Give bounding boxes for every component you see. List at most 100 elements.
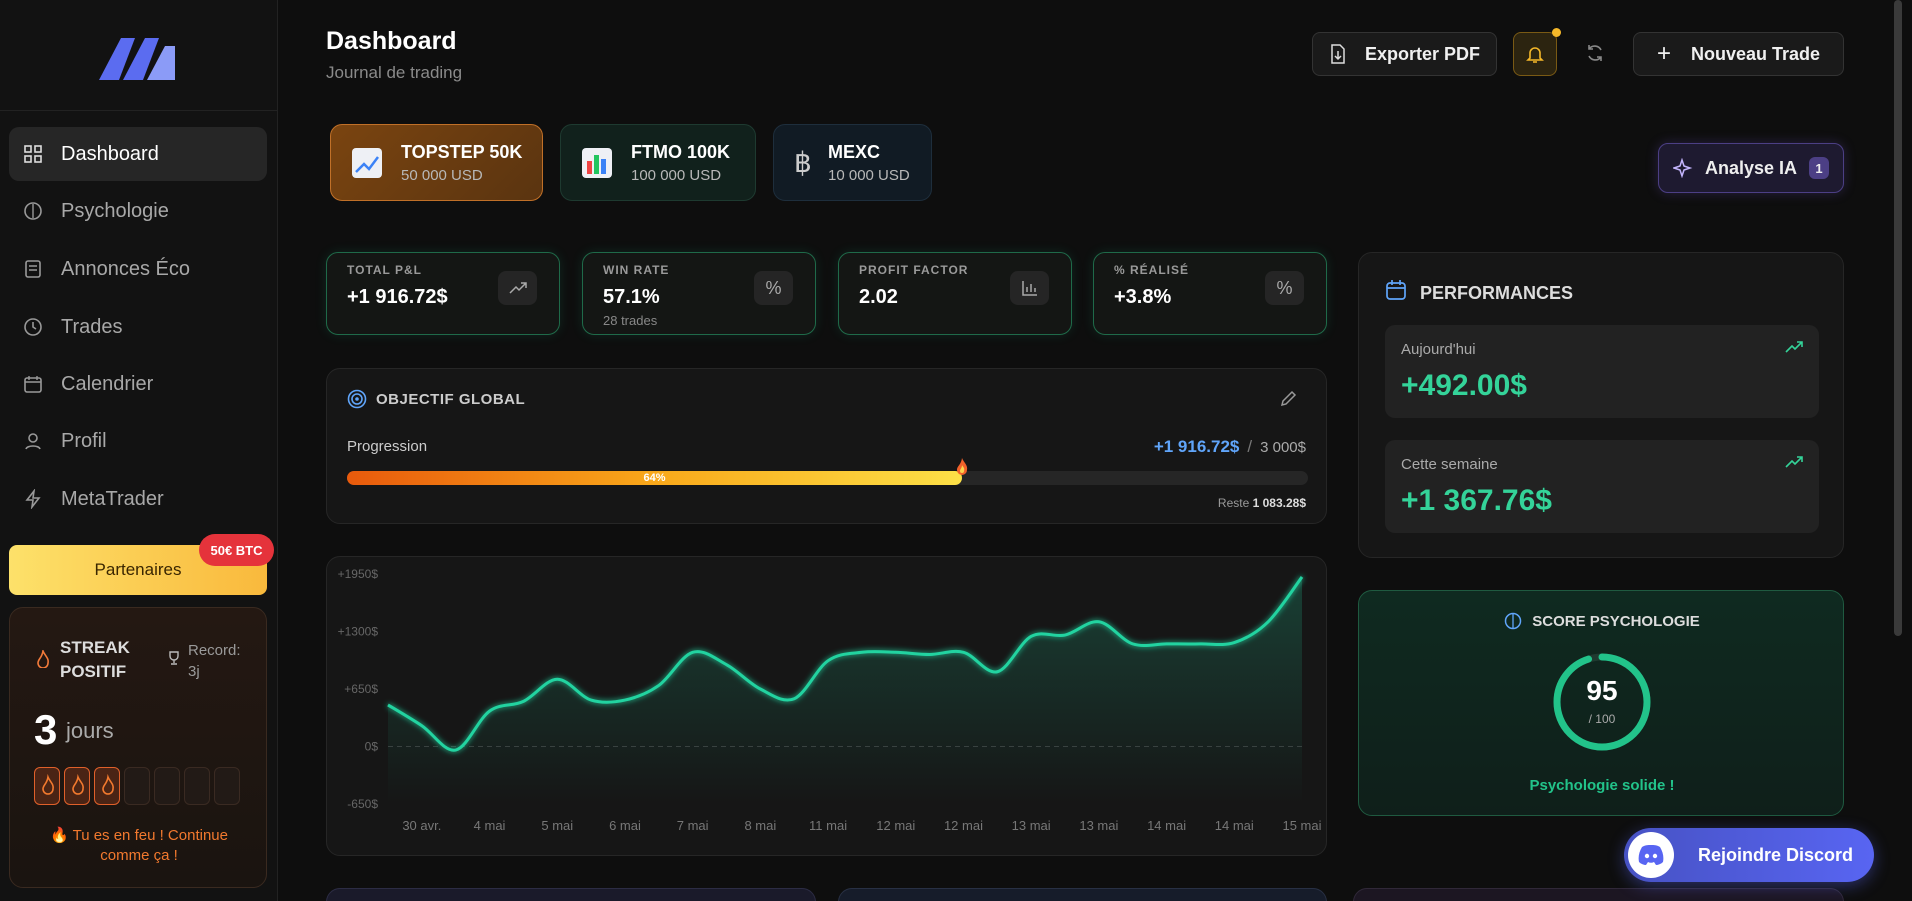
nav-item[interactable]: MetaTrader <box>9 472 267 526</box>
nav-label: MetaTrader <box>61 487 164 510</box>
streak-message: 🔥 Tu es en feu ! Continue comme ça ! <box>10 826 268 866</box>
kpi-value: 2.02 <box>859 286 898 308</box>
logo <box>99 38 175 80</box>
text: STREAK <box>60 638 130 657</box>
nav-item[interactable]: Annonces Éco <box>9 242 267 296</box>
kpi-card: WIN RATE 57.1% 28 trades% <box>582 252 816 335</box>
nav-item[interactable]: Dashboard <box>9 127 267 181</box>
equity-chart: +1950$ +1300$ +650$ 0$ -650$ 30 avr. 4 mai 5 ma… <box>338 567 1322 833</box>
partners-label: Partenaires <box>94 560 182 579</box>
icon <box>25 433 41 450</box>
streak-slot <box>34 767 60 805</box>
nav-label: Annonces Éco <box>61 257 190 280</box>
account-icon: ฿ <box>794 147 812 178</box>
y-tick-label: +1300$ <box>338 625 379 639</box>
account-text: FTMO 100K 100 000 USD <box>631 142 730 184</box>
account-name: MEXC <box>828 141 881 162</box>
export-button[interactable]: Exporter PDF <box>1312 32 1497 76</box>
nav-label: Calendrier <box>61 372 154 395</box>
badge-label: 50€ BTC <box>210 542 263 558</box>
notification-button[interactable] <box>1513 32 1557 76</box>
text: Record: <box>188 642 241 659</box>
plus-icon: + <box>1656 40 1671 67</box>
x-tick-label: 13 mai <box>1079 818 1118 833</box>
calendar-icon <box>1386 280 1406 300</box>
kpi-sub: 28 trades <box>603 313 658 328</box>
kpi-value: +3.8% <box>1114 286 1172 308</box>
nav-item[interactable]: Calendrier <box>9 357 267 411</box>
text: 🔥 Tu es en feu ! Continue <box>50 827 228 844</box>
remaining-label: Reste <box>1217 496 1250 510</box>
account-card[interactable]: ฿ MEXC 10 000 USD <box>773 124 932 201</box>
card <box>326 888 816 901</box>
score-ring <box>1553 653 1651 751</box>
kpi-value: 57.1% <box>603 286 660 308</box>
kpi-label: TOTAL P&L <box>347 263 422 277</box>
icon <box>24 202 42 220</box>
kpi-label: WIN RATE <box>603 263 670 277</box>
x-tick-label: 8 mai <box>744 818 776 833</box>
button-label: Nouveau Trade <box>1690 43 1821 64</box>
nav-item[interactable]: Profil <box>9 414 267 468</box>
account-card[interactable]: FTMO 100K 100 000 USD <box>560 124 756 201</box>
trend-icon <box>1785 341 1803 353</box>
x-tick-label: 12 mai <box>944 818 983 833</box>
separator: / <box>1247 437 1253 456</box>
discord-button[interactable]: Rejoindre Discord <box>1624 828 1874 882</box>
discord-label: Rejoindre Discord <box>1698 844 1854 865</box>
trend-icon <box>1785 456 1803 468</box>
flame-icon <box>102 773 114 795</box>
current: +1 916.72$ <box>1153 437 1240 456</box>
perf-label: Cette semaine <box>1401 456 1498 473</box>
kpi-label: % RÉALISÉ <box>1114 263 1190 277</box>
y-tick-label: 0$ <box>365 740 379 754</box>
nav-label: Psychologie <box>61 199 169 222</box>
edit-button[interactable] <box>1279 388 1299 408</box>
icon <box>24 376 42 393</box>
flame-icon <box>42 773 54 795</box>
streak-card: STREAK POSITIF Record: 3j 3 jours 🔥 Tu es … <box>9 607 267 888</box>
account-card[interactable]: TOPSTEP 50K 50 000 USD <box>330 124 543 201</box>
icon <box>1331 44 1345 64</box>
streak-count: 3 <box>34 706 58 753</box>
refresh-button[interactable] <box>1585 43 1605 63</box>
icon <box>1638 845 1664 865</box>
nav-item[interactable]: Psychologie <box>9 184 267 238</box>
perf-box: Cette semaine +1 367.76$ <box>1385 440 1819 533</box>
account-icon <box>352 147 382 178</box>
psychology-message: Psychologie solide ! <box>1529 777 1675 794</box>
scrollbar <box>1894 0 1902 636</box>
perf-value: +1 367.76$ <box>1401 484 1552 517</box>
icon <box>1021 281 1037 296</box>
button-label: Exporter PDF <box>1364 43 1481 64</box>
perf-value: +492.00$ <box>1401 369 1527 402</box>
kpi-value: +1 916.72$ <box>347 286 448 308</box>
x-tick-label: 15 mai <box>1282 818 1321 833</box>
card <box>1353 888 1844 901</box>
streak-title: STREAK POSITIF <box>60 636 130 684</box>
perf-label: Aujourd'hui <box>1401 341 1476 358</box>
line-area <box>388 576 1302 804</box>
kpi-card: TOTAL P&L +1 916.72$ <box>326 252 560 335</box>
x-tick-label: 12 mai <box>876 818 915 833</box>
performances-card: PERFORMANCES Aujourd'hui +492.00$ Cette … <box>1358 252 1844 558</box>
new-trade-button[interactable]: + Nouveau Trade <box>1633 32 1844 76</box>
kpi-card: % RÉALISÉ +3.8%% <box>1093 252 1327 335</box>
target: 3 000$ <box>1260 439 1306 456</box>
text: 3j <box>188 663 200 680</box>
x-tick-label: 7 mai <box>677 818 709 833</box>
icon <box>25 489 41 509</box>
x-tick-label: 11 mai <box>809 818 847 833</box>
progress-fill: 64% <box>347 458 968 485</box>
icon <box>24 145 42 163</box>
text: POSITIF <box>60 662 127 681</box>
psychology-header: SCORE PSYCHOLOGIE <box>1359 612 1845 630</box>
analyse-button[interactable]: Analyse IA 1 <box>1658 143 1844 193</box>
page-subtitle: Journal de trading <box>326 63 463 82</box>
account-text: TOPSTEP 50K 50 000 USD <box>401 142 522 184</box>
streak-unit: jours <box>66 718 114 743</box>
progress-label: Progression <box>347 438 428 455</box>
nav-item[interactable]: Trades <box>9 300 267 354</box>
account-balance: 100 000 USD <box>631 166 722 184</box>
flame-marker <box>957 458 968 475</box>
